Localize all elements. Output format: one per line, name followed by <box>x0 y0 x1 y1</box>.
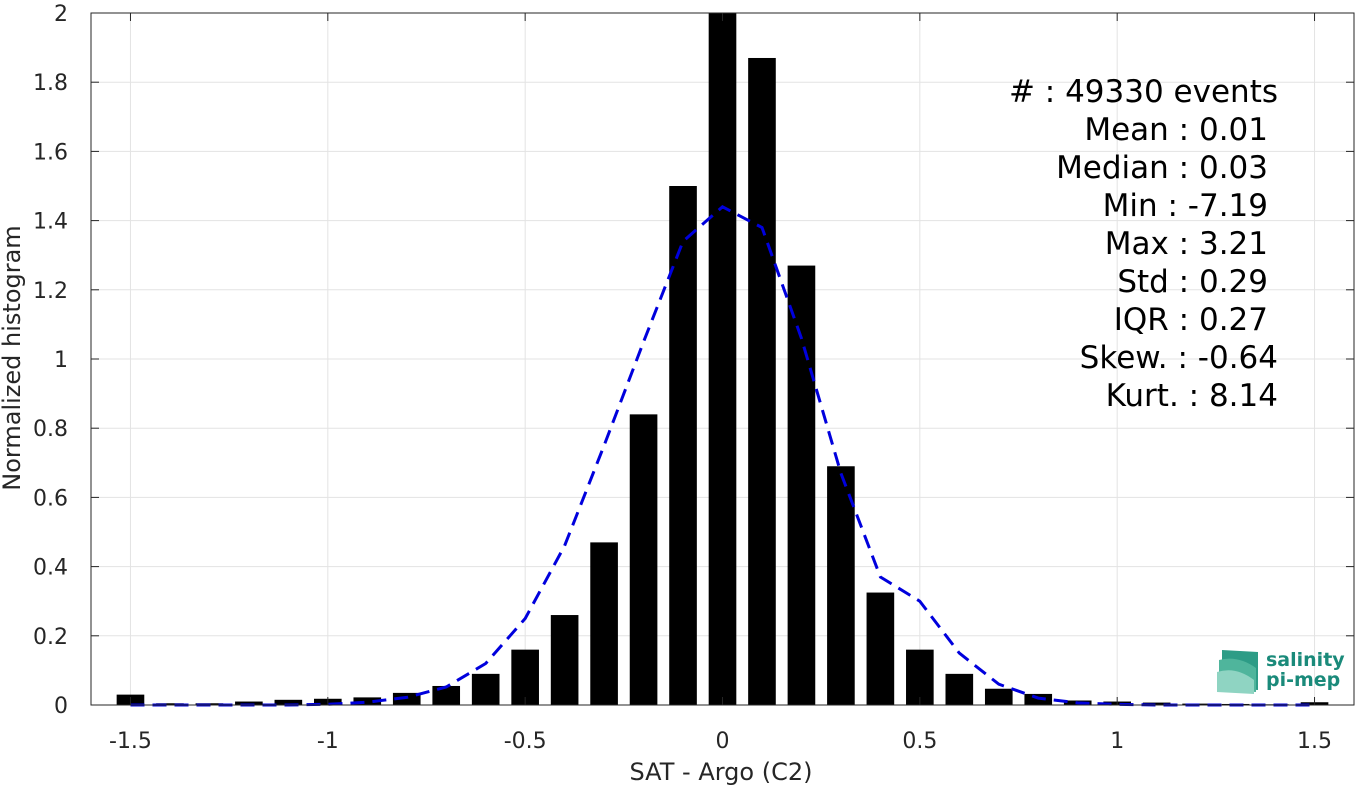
histogram-bar <box>629 414 658 705</box>
histogram-bar <box>708 13 737 705</box>
bars <box>116 13 1329 706</box>
histogram-bar <box>156 703 184 705</box>
logo-line2: pi-mep <box>1266 669 1340 691</box>
histogram-bar <box>1142 702 1171 705</box>
y-tick-label: 1.4 <box>33 210 68 235</box>
histogram-bar <box>392 692 421 705</box>
stat-max: Max : 3.21 <box>1105 226 1268 262</box>
histogram-bar <box>590 542 618 705</box>
logo-line1: salinity <box>1266 649 1345 671</box>
x-axis-label: SAT - Argo (C2) <box>630 758 813 786</box>
histogram-bar <box>235 701 263 705</box>
stat-std: Std : 0.29 <box>1117 264 1268 300</box>
y-tick-label: 0.8 <box>33 417 68 442</box>
wave-logo-icon <box>1217 650 1258 694</box>
histogram-bar <box>906 649 934 705</box>
histogram-bar <box>787 265 816 705</box>
y-axis-label: Normalized histogram <box>0 225 26 490</box>
stat-iqr: IQR : 0.27 <box>1114 302 1268 338</box>
y-tick-label: 1.6 <box>33 140 68 165</box>
y-tick-label: 0.4 <box>33 556 68 581</box>
histogram-bar <box>866 592 895 705</box>
stat-skew: Skew. : -0.64 <box>1080 340 1278 376</box>
stat-kurt: Kurt. : 8.14 <box>1106 378 1278 414</box>
histogram-bar <box>827 466 855 705</box>
stat-count: # : 49330 events <box>1009 74 1278 110</box>
stat-median: Median : 0.03 <box>1056 150 1268 186</box>
stats-box: # : 49330 events Mean : 0.01 Median : 0.… <box>1009 74 1278 414</box>
histogram-bar <box>550 615 579 705</box>
histogram-bar <box>471 673 500 705</box>
x-tick-label: 0.5 <box>902 729 937 754</box>
y-tick-label: 0.2 <box>33 625 68 650</box>
fit-curve-line <box>130 204 1315 707</box>
stat-mean: Mean : 0.01 <box>1084 112 1268 148</box>
y-tick-label: 2 <box>54 2 68 27</box>
y-tick-labels: 0 0.2 0.4 0.6 0.8 1 1.2 1.4 1.6 1.8 2 <box>33 2 68 719</box>
x-tick-label: -1 <box>317 729 339 754</box>
histogram-bar <box>984 688 1013 705</box>
y-tick-label: 0 <box>54 694 68 719</box>
histogram-bar <box>353 697 382 705</box>
axes <box>90 12 1355 706</box>
x-tick-label: 1 <box>1110 729 1124 754</box>
histogram-bar <box>274 699 303 705</box>
histogram-bar <box>432 685 461 705</box>
histogram-bar <box>669 186 697 705</box>
x-tick-label: 1.5 <box>1297 729 1332 754</box>
salinity-pimep-logo: salinity pi-mep <box>1217 649 1345 694</box>
y-tick-label: 1.2 <box>33 279 68 304</box>
y-tick-label: 1 <box>54 348 68 373</box>
x-tick-label: -1.5 <box>109 729 152 754</box>
fit-curve <box>130 204 1315 707</box>
y-tick-label: 1.8 <box>33 71 68 96</box>
histogram-bar <box>945 673 974 705</box>
x-tick-label: -0.5 <box>504 729 547 754</box>
histogram-bar <box>748 57 776 706</box>
y-tick-label: 0.6 <box>33 486 68 511</box>
histogram-bar <box>511 649 539 705</box>
x-tick-label: 0 <box>716 729 730 754</box>
stat-min: Min : -7.19 <box>1103 188 1268 224</box>
x-tick-labels: -1.5 -1 -0.5 0 0.5 1 1.5 <box>109 729 1332 754</box>
